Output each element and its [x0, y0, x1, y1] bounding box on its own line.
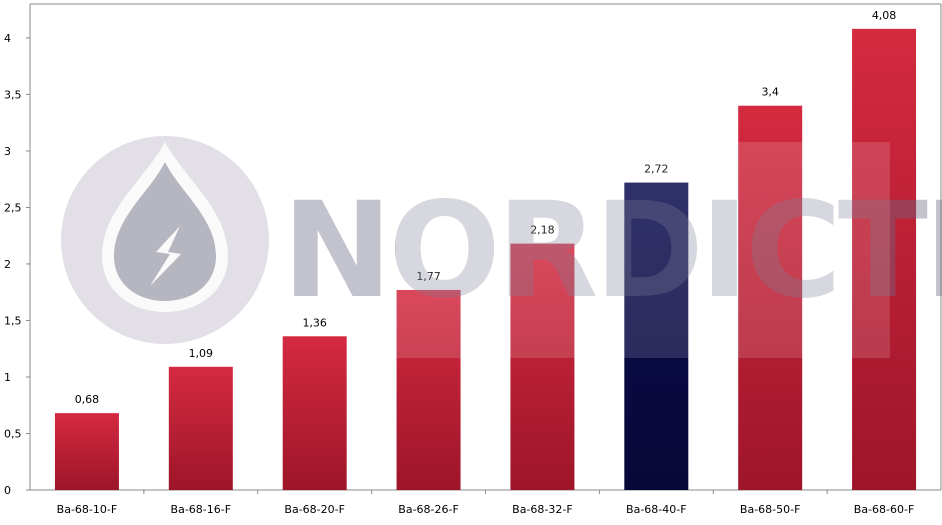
y-tick-label: 2 [4, 258, 11, 271]
bar-ba-68-50-f [738, 105, 803, 490]
bar-ba-68-40-f [624, 182, 689, 490]
data-label: 3,4 [761, 86, 779, 99]
nordictec-watermark: NORDICTEC [61, 136, 942, 358]
watermark-brand-text: NORDICTEC [282, 174, 942, 328]
watermark-band [396, 142, 890, 358]
y-tick-label: 0 [4, 484, 11, 497]
watermark-drop-icon [102, 142, 228, 312]
y-tick-label: 1 [4, 371, 11, 384]
watermark-drop-inner [114, 162, 216, 301]
x-category-label: Ba-68-20-F [284, 503, 345, 516]
data-label: 2,18 [530, 224, 555, 237]
x-axis-category-labels: Ba-68-10-F Ba-68-16-F Ba-68-20-F Ba-68-26-F… [57, 490, 915, 516]
x-category-label: Ba-68-26-F [398, 503, 459, 516]
data-label: 0,68 [75, 393, 100, 406]
y-tick-label: 0,5 [4, 427, 22, 440]
data-label: 1,77 [416, 270, 441, 283]
y-tick-label: 3 [4, 145, 11, 158]
bar-ba-68-16-f [168, 366, 233, 490]
x-category-label: Ba-68-40-F [626, 503, 687, 516]
data-label: 4,08 [872, 9, 897, 22]
data-label: 1,36 [302, 316, 327, 329]
x-category-label: Ba-68-60-F [854, 503, 915, 516]
bar-ba-68-32-f [510, 243, 575, 490]
bar-ba-68-20-f [282, 336, 347, 490]
bar-ba-68-26-f [396, 289, 461, 490]
data-label: 1,09 [189, 347, 214, 360]
y-tick-label: 2,5 [4, 201, 22, 214]
x-category-label: Ba-68-50-F [740, 503, 801, 516]
bars-group: 0,68 1,09 1,36 1,77 2,18 2,72 3,4 4,08 [54, 9, 917, 491]
x-category-label: Ba-68-32-F [512, 503, 573, 516]
y-tick-label: 3,5 [4, 88, 22, 101]
watermark-bolt-icon [150, 226, 181, 286]
y-axis-ticks: 0 0,5 1 1,5 2 2,5 3 3,5 4 [4, 32, 30, 497]
bar-ba-68-60-f [852, 28, 917, 491]
x-category-label: Ba-68-16-F [171, 503, 232, 516]
y-tick-label: 4 [4, 32, 11, 45]
data-label: 2,72 [644, 163, 669, 176]
x-category-label: Ba-68-10-F [57, 503, 118, 516]
bar-ba-68-10-f [54, 413, 119, 490]
watermark-circle [61, 136, 269, 344]
y-tick-label: 1,5 [4, 314, 22, 327]
